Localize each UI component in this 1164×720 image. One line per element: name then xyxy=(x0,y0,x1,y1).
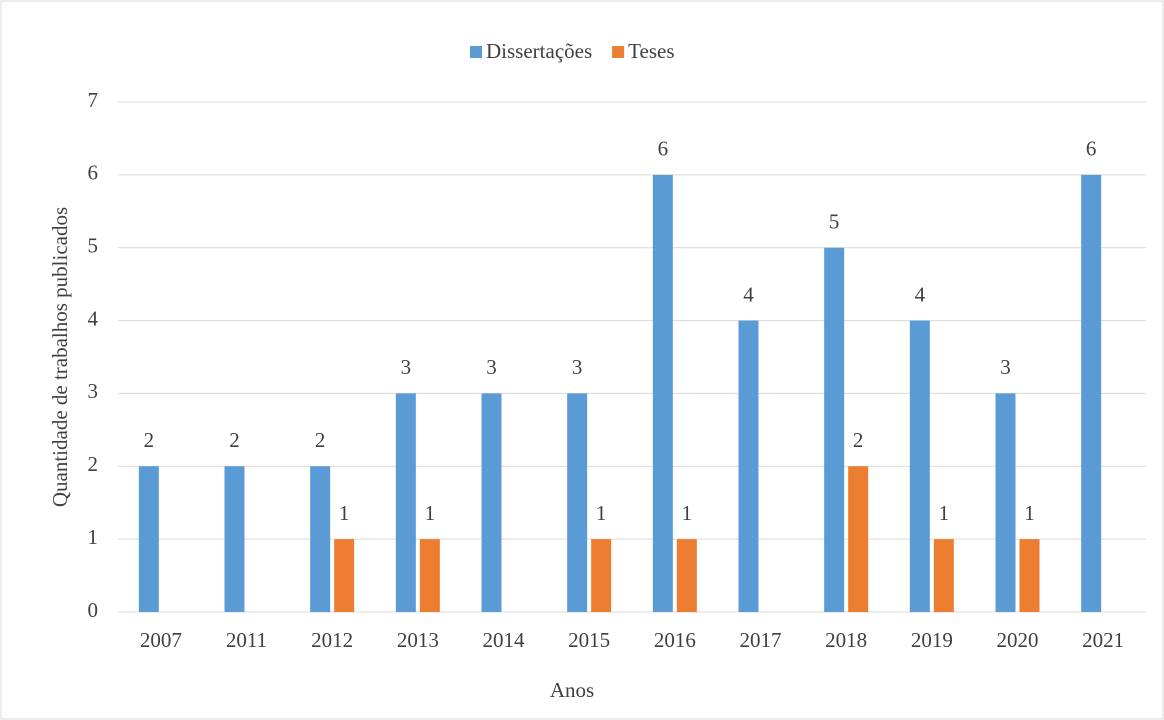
data-label: 1 xyxy=(596,501,607,525)
y-tick-label: 4 xyxy=(88,306,99,330)
bar xyxy=(676,539,697,612)
y-axis-label: Quantidade de trabalhos publicados xyxy=(48,207,72,507)
bar xyxy=(933,539,954,612)
x-tick-label: 2021 xyxy=(1082,628,1124,652)
x-tick-label: 2016 xyxy=(654,628,696,652)
x-tick-label: 2007 xyxy=(140,628,182,652)
bar xyxy=(334,539,355,612)
data-label: 1 xyxy=(939,501,950,525)
x-tick-label: 2020 xyxy=(997,628,1039,652)
y-tick-label: 2 xyxy=(88,452,99,476)
data-label: 3 xyxy=(1000,355,1011,379)
x-tick-label: 2018 xyxy=(825,628,867,652)
bar xyxy=(995,393,1016,612)
data-label: 3 xyxy=(486,355,497,379)
y-tick-label: 3 xyxy=(88,379,99,403)
bar xyxy=(567,393,588,612)
bar xyxy=(848,466,869,612)
x-tick-label: 2012 xyxy=(311,628,353,652)
legend-label: Teses xyxy=(628,39,674,63)
data-label: 5 xyxy=(829,210,840,234)
x-tick-label: 2013 xyxy=(397,628,439,652)
data-label: 1 xyxy=(339,501,350,525)
legend-swatch xyxy=(470,46,482,58)
bar xyxy=(652,174,673,612)
x-tick-label: 2015 xyxy=(568,628,610,652)
data-label: 3 xyxy=(572,355,583,379)
bar xyxy=(1019,539,1040,612)
data-label: 3 xyxy=(401,355,412,379)
y-tick-label: 1 xyxy=(88,525,99,549)
bar xyxy=(310,466,331,612)
bar xyxy=(224,466,245,612)
bar xyxy=(395,393,416,612)
y-tick-label: 0 xyxy=(88,598,99,622)
data-label: 2 xyxy=(315,428,326,452)
data-label: 1 xyxy=(425,501,436,525)
bar xyxy=(1081,174,1102,612)
bar xyxy=(138,466,159,612)
bar xyxy=(738,320,759,612)
x-axis-label: Anos xyxy=(550,678,594,702)
y-tick-label: 7 xyxy=(88,88,99,112)
y-tick-label: 6 xyxy=(88,161,99,185)
bar xyxy=(419,539,440,612)
data-label: 6 xyxy=(1086,137,1097,161)
x-tick-label: 2014 xyxy=(483,628,526,652)
legend-label: Dissertações xyxy=(486,39,592,63)
x-tick-label: 2011 xyxy=(226,628,267,652)
x-tick-label: 2019 xyxy=(911,628,953,652)
bar xyxy=(591,539,612,612)
data-label: 1 xyxy=(682,501,693,525)
x-tick-label: 2017 xyxy=(740,628,782,652)
data-label: 4 xyxy=(915,282,926,306)
legend-swatch xyxy=(612,46,625,58)
data-label: 2 xyxy=(229,428,240,452)
data-label: 2 xyxy=(853,428,864,452)
bar xyxy=(909,320,930,612)
bar xyxy=(481,393,502,612)
data-label: 6 xyxy=(658,137,669,161)
data-label: 1 xyxy=(1024,501,1035,525)
y-tick-label: 5 xyxy=(88,234,99,258)
data-label: 2 xyxy=(144,428,155,452)
bar xyxy=(824,247,845,612)
data-label: 4 xyxy=(743,282,754,306)
